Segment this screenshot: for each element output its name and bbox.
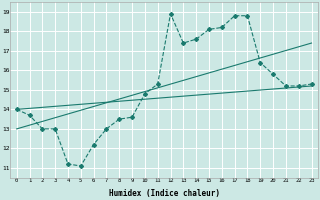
- X-axis label: Humidex (Indice chaleur): Humidex (Indice chaleur): [108, 189, 220, 198]
